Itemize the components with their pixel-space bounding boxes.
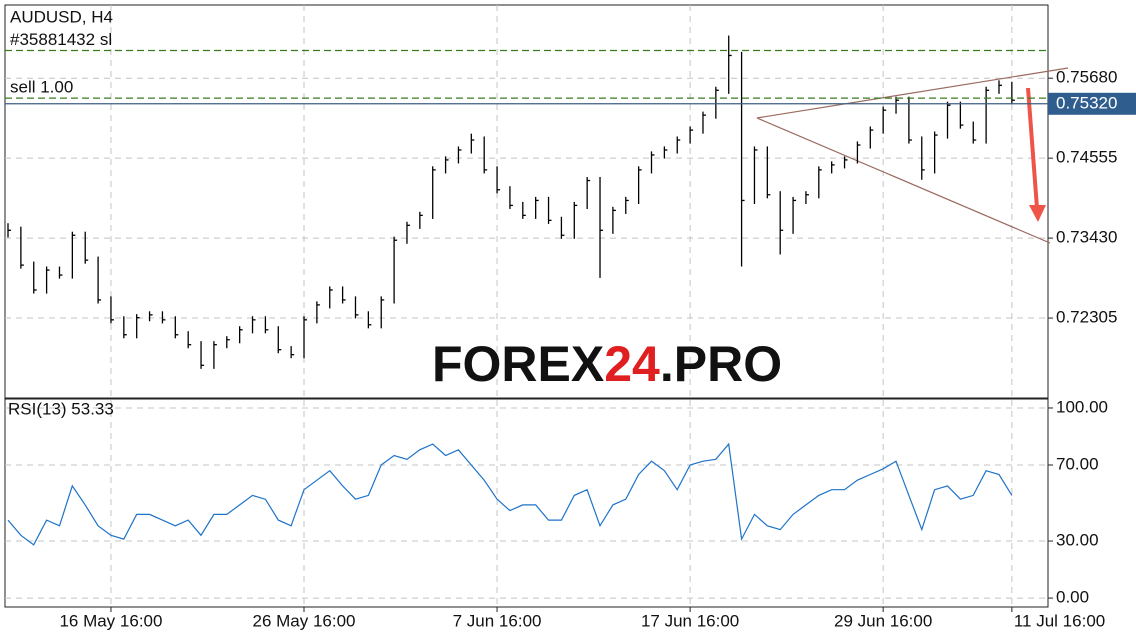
watermark-part: .PRO bbox=[660, 336, 782, 392]
x-tick-label: 26 May 16:00 bbox=[253, 611, 356, 630]
y-tick-label: 0.73430 bbox=[1056, 228, 1117, 247]
x-tick-label: 17 Jun 16:00 bbox=[641, 611, 739, 630]
y-tick-label: 100.00 bbox=[1056, 397, 1108, 416]
watermark-part: 24 bbox=[604, 336, 660, 392]
symbol-title: AUDUSD, H4 bbox=[10, 7, 113, 26]
x-tick-label: 7 Jun 16:00 bbox=[453, 611, 542, 630]
rsi-title: RSI(13) 53.33 bbox=[8, 399, 114, 418]
trend-line bbox=[756, 67, 1069, 119]
x-tick-label: 16 May 16:00 bbox=[59, 611, 162, 630]
y-tick-label: 0.74555 bbox=[1056, 148, 1117, 167]
x-tick-label: 29 Jun 16:00 bbox=[834, 611, 932, 630]
trend-line bbox=[756, 117, 1051, 244]
rsi-panel bbox=[4, 398, 1049, 608]
y-tick-label: 0.00 bbox=[1056, 588, 1089, 607]
order-label: #35881432 sl bbox=[10, 30, 112, 49]
forecast-arrowhead bbox=[1029, 205, 1046, 222]
y-tick-label: 0.72305 bbox=[1056, 308, 1117, 327]
rsi-line bbox=[7, 442, 1013, 546]
order-label: sell 1.00 bbox=[10, 78, 73, 97]
current-price-label: 0.75320 bbox=[1056, 93, 1117, 112]
y-tick-label: 0.75680 bbox=[1056, 68, 1117, 87]
y-tick-label: 30.00 bbox=[1056, 531, 1099, 550]
y-tick-label: 70.00 bbox=[1056, 454, 1099, 473]
x-tick-label: 11 Jul 16:00 bbox=[1014, 611, 1105, 630]
price-panel bbox=[4, 4, 1049, 399]
watermark-part: FOREX bbox=[432, 336, 604, 392]
forecast-arrow bbox=[1026, 87, 1039, 209]
watermark: FOREX24.PRO bbox=[432, 336, 782, 392]
current-price-box bbox=[1048, 92, 1136, 115]
